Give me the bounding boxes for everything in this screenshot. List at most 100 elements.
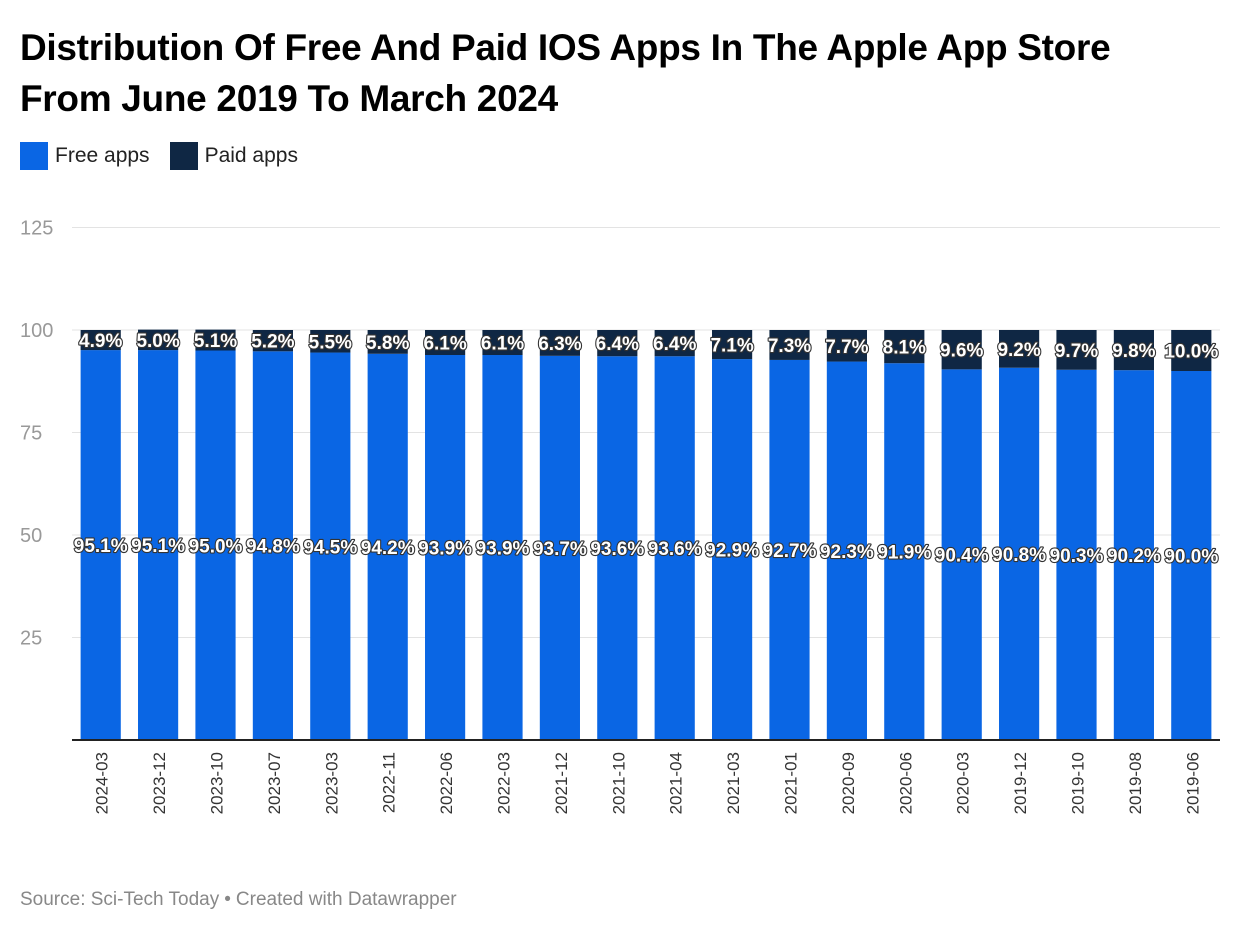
x-tick-label: 2019-08 bbox=[1126, 752, 1145, 814]
data-label-free-apps: 92.3% bbox=[820, 542, 874, 563]
data-label-paid-apps: 9.8% bbox=[1112, 341, 1155, 362]
bar-paid-apps bbox=[654, 330, 695, 357]
data-label-paid-apps: 5.0% bbox=[136, 331, 179, 352]
x-tick-label: 2019-10 bbox=[1069, 752, 1088, 814]
bar-paid-apps bbox=[826, 330, 867, 362]
data-label-paid-apps: 4.9% bbox=[79, 331, 122, 352]
bar-paid-apps bbox=[941, 330, 982, 370]
bar-paid-apps bbox=[252, 330, 293, 352]
bar-free-apps bbox=[138, 350, 179, 740]
bar-paid-apps bbox=[597, 330, 638, 357]
data-label-paid-apps: 8.1% bbox=[883, 338, 926, 359]
bar-paid-apps bbox=[195, 329, 236, 351]
x-tick-label: 2023-07 bbox=[265, 752, 284, 814]
x-tick-label: 2023-03 bbox=[322, 752, 341, 814]
data-label-free-apps: 93.9% bbox=[476, 539, 530, 560]
bar-free-apps bbox=[80, 350, 121, 740]
legend-swatch-free-apps bbox=[20, 142, 48, 170]
source-text: Source: Sci-Tech Today bbox=[20, 889, 220, 910]
data-label-paid-apps: 9.2% bbox=[997, 340, 1040, 361]
data-label-paid-apps: 7.7% bbox=[825, 337, 868, 358]
y-tick-label: 50 bbox=[20, 525, 42, 547]
legend-label-free-apps: Free apps bbox=[55, 144, 150, 167]
bar-free-apps bbox=[1056, 369, 1097, 740]
bar-paid-apps bbox=[310, 330, 351, 353]
data-label-free-apps: 91.9% bbox=[877, 543, 931, 564]
bar-free-apps bbox=[252, 351, 293, 740]
legend-item-free-apps: Free apps bbox=[20, 142, 150, 170]
x-tick-label: 2021-12 bbox=[552, 752, 571, 814]
x-tick-label: 2021-03 bbox=[724, 752, 743, 814]
bar-free-apps bbox=[654, 356, 695, 740]
data-label-free-apps: 90.4% bbox=[935, 546, 989, 567]
bar-paid-apps bbox=[80, 330, 121, 351]
bar-free-apps bbox=[712, 359, 753, 740]
bar-free-apps bbox=[826, 361, 867, 740]
data-label-free-apps: 92.9% bbox=[705, 541, 759, 562]
x-tick-label: 2022-03 bbox=[495, 752, 514, 814]
x-tick-label: 2020-09 bbox=[839, 752, 858, 814]
legend: Free apps Paid apps bbox=[20, 142, 318, 170]
x-tick-label: 2024-03 bbox=[93, 752, 112, 814]
bar-free-apps bbox=[367, 353, 408, 740]
bar-paid-apps bbox=[367, 330, 408, 354]
bar-paid-apps bbox=[884, 330, 925, 364]
stacked-bar-chart: 25 50 75 100 125 95.1% 4.9% 2024-03 95.1% 5.0% 202… bbox=[20, 218, 1220, 814]
bar-paid-apps bbox=[1113, 330, 1154, 371]
x-tick-label: 2023-12 bbox=[150, 752, 169, 814]
x-tick-label: 2021-10 bbox=[609, 752, 628, 814]
data-label-free-apps: 93.7% bbox=[533, 539, 587, 560]
x-tick-label: 2023-10 bbox=[208, 752, 227, 814]
data-label-paid-apps: 7.3% bbox=[768, 336, 811, 357]
data-label-paid-apps: 6.4% bbox=[653, 334, 696, 355]
bar-paid-apps bbox=[138, 329, 179, 351]
legend-label-paid-apps: Paid apps bbox=[204, 144, 298, 167]
data-label-free-apps: 90.0% bbox=[1164, 547, 1218, 568]
bar-free-apps bbox=[769, 359, 810, 740]
bar-free-apps bbox=[195, 350, 236, 740]
x-tick-label: 2020-06 bbox=[896, 752, 915, 814]
bar-free-apps bbox=[1113, 370, 1154, 740]
bar-paid-apps bbox=[539, 330, 580, 356]
bar-free-apps bbox=[884, 363, 925, 740]
data-label-free-apps: 95.1% bbox=[74, 536, 128, 557]
y-tick-label: 25 bbox=[20, 628, 42, 650]
data-label-free-apps: 93.6% bbox=[648, 539, 702, 560]
bar-paid-apps bbox=[769, 330, 810, 360]
footer: Source: Sci-Tech Today • Created with Data… bbox=[20, 889, 457, 911]
data-label-free-apps: 93.6% bbox=[590, 539, 644, 560]
data-label-paid-apps: 7.1% bbox=[710, 336, 753, 357]
bar-free-apps bbox=[999, 367, 1040, 740]
x-tick-label: 2020-03 bbox=[954, 752, 973, 814]
data-label-free-apps: 90.8% bbox=[992, 545, 1046, 566]
data-label-free-apps: 90.3% bbox=[1050, 546, 1104, 567]
bar-free-apps bbox=[597, 356, 638, 740]
data-label-paid-apps: 10.0% bbox=[1164, 342, 1218, 363]
bar-free-apps bbox=[1171, 371, 1212, 740]
bar-paid-apps bbox=[999, 330, 1040, 368]
bar-paid-apps bbox=[712, 330, 753, 360]
data-label-free-apps: 94.5% bbox=[303, 537, 357, 558]
bar-free-apps bbox=[425, 355, 466, 740]
y-tick-label: 125 bbox=[20, 218, 53, 240]
data-label-free-apps: 90.2% bbox=[1107, 546, 1161, 567]
bar-paid-apps bbox=[482, 330, 523, 356]
data-label-paid-apps: 6.4% bbox=[596, 334, 639, 355]
data-label-paid-apps: 9.7% bbox=[1055, 341, 1098, 362]
bar-paid-apps bbox=[425, 330, 466, 356]
x-tick-label: 2022-11 bbox=[380, 752, 399, 813]
data-label-free-apps: 94.8% bbox=[246, 537, 300, 558]
data-label-paid-apps: 5.2% bbox=[251, 332, 294, 353]
bar-free-apps bbox=[482, 355, 523, 740]
data-label-paid-apps: 5.1% bbox=[194, 331, 237, 352]
data-label-paid-apps: 5.8% bbox=[366, 333, 409, 354]
footer-separator: • bbox=[224, 889, 231, 910]
credit-text: Created with Datawrapper bbox=[235, 889, 457, 910]
bar-free-apps bbox=[310, 352, 351, 740]
data-label-free-apps: 93.9% bbox=[418, 539, 472, 560]
data-label-free-apps: 92.7% bbox=[763, 541, 817, 562]
data-label-paid-apps: 9.6% bbox=[940, 341, 983, 362]
data-label-paid-apps: 6.3% bbox=[538, 334, 581, 355]
bar-paid-apps bbox=[1056, 330, 1097, 370]
x-tick-label: 2021-04 bbox=[667, 752, 686, 814]
